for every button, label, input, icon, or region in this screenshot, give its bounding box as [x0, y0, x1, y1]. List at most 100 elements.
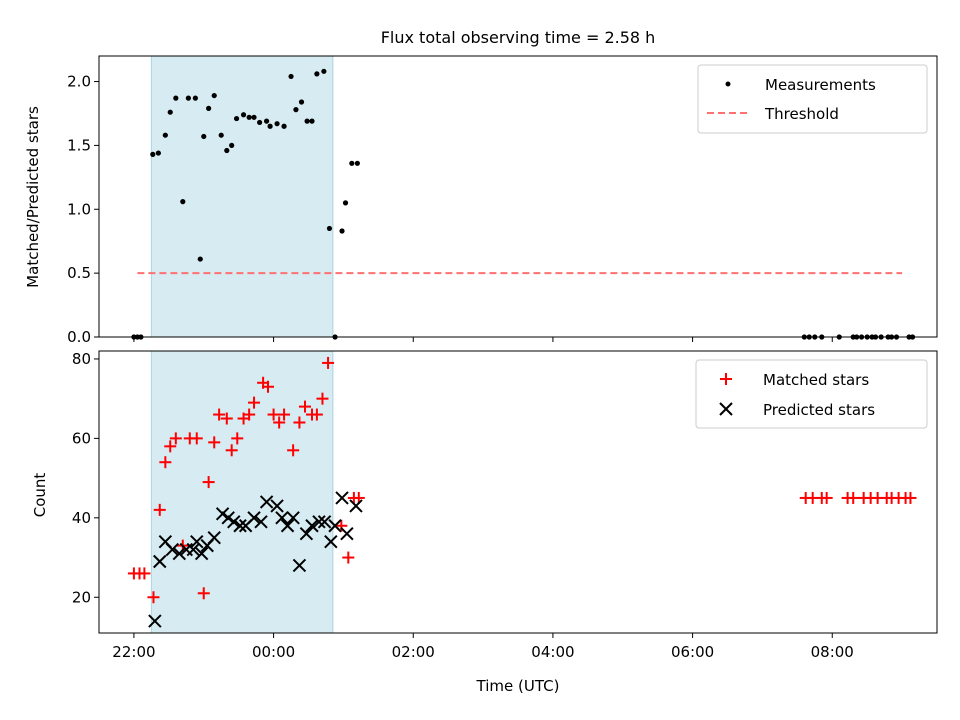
- measurement-point: [339, 228, 345, 234]
- predicted-star-point: [254, 515, 268, 529]
- measurement-point: [167, 109, 173, 115]
- measurement-point: [349, 160, 355, 166]
- predicted-star-point: [349, 499, 363, 513]
- measurement-point: [274, 121, 280, 127]
- matched-star-point: [169, 432, 182, 445]
- matched-star-point: [904, 491, 917, 504]
- ratio-legend: Measurements Threshold: [697, 64, 928, 134]
- matched-star-point: [208, 436, 221, 449]
- measurement-point: [251, 114, 257, 120]
- measurement-point: [240, 112, 247, 118]
- measurement-point: [314, 71, 320, 77]
- measurement-point: [229, 142, 235, 149]
- predicted-star-point: [299, 526, 314, 541]
- predicted-star-point: [190, 534, 204, 549]
- measurement-point: [267, 123, 273, 129]
- measurement-point: [192, 95, 198, 101]
- y-tick-label: 2.0: [67, 73, 91, 91]
- x-tick-label: 06:00: [671, 643, 714, 661]
- measurement-point: [206, 105, 212, 111]
- predicted-star-point: [194, 546, 209, 561]
- legend-predicted-label: Predicted stars: [763, 401, 875, 419]
- predicted-star-point: [317, 515, 332, 529]
- count-plot-frame: [98, 350, 938, 634]
- predicted-star-point: [324, 534, 338, 549]
- measurement-point: [173, 95, 179, 101]
- matched-star-point: [820, 491, 833, 504]
- predicted-star-point: [335, 491, 349, 505]
- count-y-axis-label: Count: [31, 473, 49, 518]
- predicted-star-point: [270, 499, 284, 513]
- measurement-point: [150, 151, 156, 157]
- ratio-x-ticks: [133, 337, 833, 342]
- x-tick-label: 00:00: [252, 643, 295, 661]
- matched-star-point: [287, 444, 300, 457]
- predicted-star-point: [247, 511, 261, 525]
- legend-matched-label: Matched stars: [763, 371, 869, 389]
- measurement-point: [309, 118, 315, 124]
- matched-star-point: [261, 380, 274, 393]
- ratio-plot-frame: [98, 55, 938, 338]
- measurement-point: [224, 147, 230, 154]
- matched-star-point: [138, 567, 151, 580]
- count-y-ticks: 20 40 60 80: [72, 350, 99, 606]
- measurement-point: [185, 95, 191, 101]
- legend-measurements-label: Measurements: [765, 76, 876, 94]
- y-tick-label: 80: [72, 350, 91, 368]
- y-tick-label: 1.0: [67, 200, 91, 218]
- measurement-point: [162, 132, 168, 138]
- measurement-point: [288, 73, 294, 80]
- count-legend-box: [695, 359, 928, 429]
- matched-star-point: [220, 412, 233, 425]
- count-shaded-span: [150, 350, 334, 634]
- measurement-points: [131, 68, 916, 340]
- matched-star-point: [293, 416, 306, 429]
- x-tick-label: 08:00: [811, 643, 854, 661]
- legend-matched-marker: [720, 373, 732, 385]
- measurement-point: [155, 150, 161, 156]
- predicted-star-point: [286, 511, 300, 525]
- measurement-point: [281, 123, 287, 129]
- measurement-point: [218, 132, 224, 138]
- matched-star-point: [847, 491, 860, 504]
- chart-title: Flux total observing time = 2.58 h: [381, 28, 656, 47]
- predicted-star-point: [215, 507, 230, 521]
- predicted-star-point: [259, 495, 274, 509]
- matched-star-point: [248, 396, 261, 409]
- predicted-star-point: [233, 519, 247, 533]
- matched-star-point: [267, 408, 280, 421]
- measurement-point: [264, 118, 270, 124]
- predicted-star-point: [280, 519, 295, 533]
- x-tick-label: 04:00: [531, 643, 574, 661]
- matched-star-point: [322, 356, 335, 369]
- y-tick-label: 60: [72, 429, 91, 447]
- measurement-point: [246, 114, 252, 120]
- predicted-star-point: [292, 558, 307, 573]
- matched-star-point: [278, 408, 291, 421]
- legend-predicted-marker: [719, 402, 733, 416]
- matched-star-point: [225, 444, 238, 457]
- measurement-point: [197, 256, 203, 262]
- predicted-star-point: [221, 511, 235, 525]
- matched-star-point: [202, 476, 215, 489]
- matched-star-point: [213, 408, 226, 421]
- x-tick-label: 02:00: [392, 643, 435, 661]
- count-points: [127, 356, 917, 628]
- predicted-star-point: [207, 530, 221, 545]
- ratio-panel: 0.00.51.01.52.0 Matched/Predicted stars …: [24, 55, 938, 346]
- measurement-point: [233, 115, 240, 122]
- ratio-y-axis-label: Matched/Predicted stars: [24, 106, 42, 288]
- predicted-star-point: [328, 519, 342, 533]
- y-tick-label: 0.0: [67, 328, 91, 346]
- measurement-point: [342, 200, 349, 206]
- predicted-star-point: [275, 511, 289, 525]
- x-tick-label: 22:00: [112, 643, 155, 661]
- predicted-star-point: [165, 542, 180, 557]
- ratio-legend-box: [697, 64, 928, 134]
- matched-star-point: [147, 591, 160, 604]
- y-tick-label: 1.5: [67, 136, 91, 154]
- count-legend: Matched stars Predicted stars: [695, 359, 928, 429]
- matched-star-point: [153, 503, 166, 516]
